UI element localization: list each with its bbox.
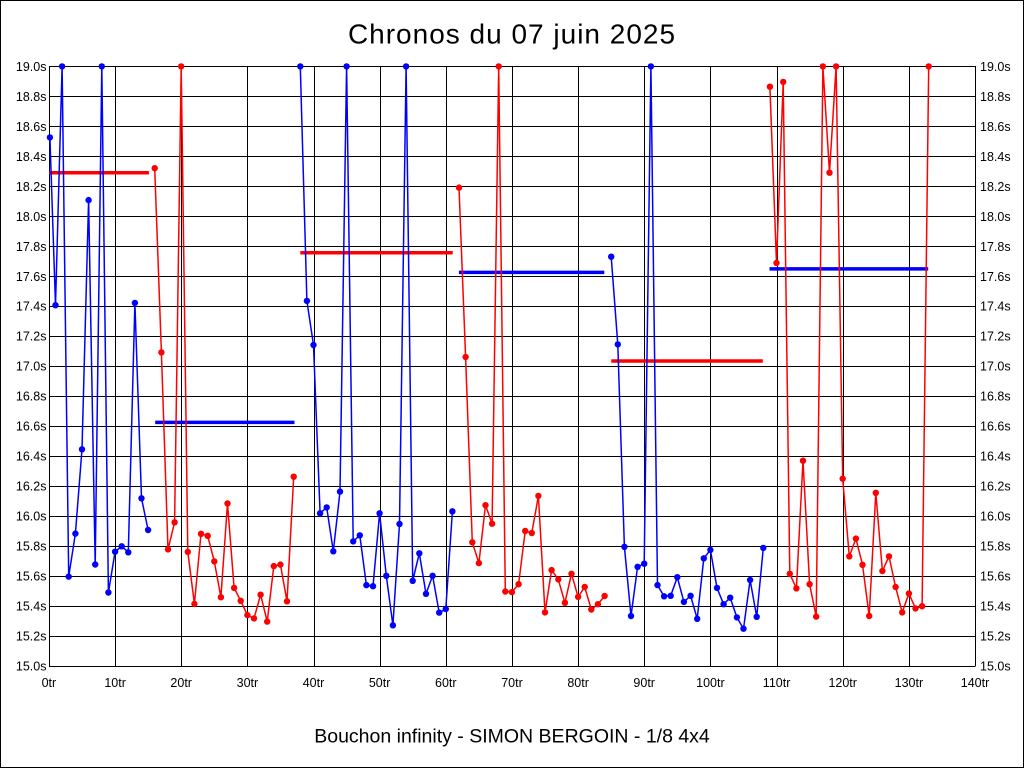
- svg-text:140tr: 140tr: [961, 676, 990, 690]
- svg-text:18.0s: 18.0s: [980, 210, 1011, 224]
- svg-text:15.4s: 15.4s: [16, 600, 47, 614]
- svg-text:19.0s: 19.0s: [16, 60, 47, 74]
- svg-text:15.4s: 15.4s: [980, 600, 1011, 614]
- svg-text:17.6s: 17.6s: [980, 270, 1011, 284]
- svg-text:18.8s: 18.8s: [980, 90, 1011, 104]
- svg-text:Bouchon infinity - SIMON BERGO: Bouchon infinity - SIMON BERGOIN - 1/8 4…: [314, 726, 710, 748]
- svg-text:15.6s: 15.6s: [16, 570, 47, 584]
- svg-text:60tr: 60tr: [435, 676, 457, 690]
- svg-text:19.0s: 19.0s: [980, 60, 1011, 74]
- svg-text:16.2s: 16.2s: [980, 480, 1011, 494]
- svg-text:15.2s: 15.2s: [16, 630, 47, 644]
- svg-text:15.8s: 15.8s: [16, 540, 47, 554]
- svg-text:16.0s: 16.0s: [980, 510, 1011, 524]
- svg-text:50tr: 50tr: [369, 676, 391, 690]
- svg-text:120tr: 120tr: [828, 676, 857, 690]
- svg-text:18.6s: 18.6s: [16, 120, 47, 134]
- svg-text:18.4s: 18.4s: [980, 150, 1011, 164]
- svg-text:15.0s: 15.0s: [16, 660, 47, 674]
- svg-text:80tr: 80tr: [567, 676, 589, 690]
- svg-text:17.2s: 17.2s: [16, 330, 47, 344]
- svg-text:15.8s: 15.8s: [980, 540, 1011, 554]
- svg-text:18.0s: 18.0s: [16, 210, 47, 224]
- svg-text:Chronos du 07 juin 2025: Chronos du 07 juin 2025: [348, 19, 676, 50]
- svg-text:17.4s: 17.4s: [16, 300, 47, 314]
- svg-text:110tr: 110tr: [763, 676, 791, 690]
- svg-text:15.2s: 15.2s: [980, 630, 1011, 644]
- svg-text:16.0s: 16.0s: [16, 510, 47, 524]
- svg-text:18.2s: 18.2s: [16, 180, 47, 194]
- svg-text:17.8s: 17.8s: [980, 240, 1011, 254]
- svg-text:17.8s: 17.8s: [16, 240, 47, 254]
- svg-text:40tr: 40tr: [303, 676, 325, 690]
- svg-text:30tr: 30tr: [237, 676, 259, 690]
- svg-text:130tr: 130tr: [895, 676, 924, 690]
- svg-text:17.0s: 17.0s: [16, 360, 47, 374]
- svg-text:18.2s: 18.2s: [980, 180, 1011, 194]
- svg-text:20tr: 20tr: [170, 676, 192, 690]
- svg-text:16.2s: 16.2s: [16, 480, 47, 494]
- svg-text:17.6s: 17.6s: [16, 270, 47, 284]
- svg-text:15.6s: 15.6s: [980, 570, 1011, 584]
- svg-text:18.6s: 18.6s: [980, 120, 1011, 134]
- svg-text:70tr: 70tr: [501, 676, 523, 690]
- svg-text:16.4s: 16.4s: [16, 450, 47, 464]
- svg-text:16.6s: 16.6s: [980, 420, 1011, 434]
- svg-text:16.8s: 16.8s: [980, 390, 1011, 404]
- svg-text:16.4s: 16.4s: [980, 450, 1011, 464]
- svg-text:17.2s: 17.2s: [980, 330, 1011, 344]
- svg-text:16.8s: 16.8s: [16, 390, 47, 404]
- svg-text:18.4s: 18.4s: [16, 150, 47, 164]
- svg-text:90tr: 90tr: [633, 676, 655, 690]
- svg-text:0tr: 0tr: [42, 676, 57, 690]
- svg-text:17.0s: 17.0s: [980, 360, 1011, 374]
- svg-text:18.8s: 18.8s: [16, 90, 47, 104]
- svg-text:10tr: 10tr: [104, 676, 126, 690]
- svg-text:17.4s: 17.4s: [980, 300, 1011, 314]
- svg-text:15.0s: 15.0s: [980, 660, 1011, 674]
- svg-text:100tr: 100tr: [696, 676, 725, 690]
- svg-text:16.6s: 16.6s: [16, 420, 47, 434]
